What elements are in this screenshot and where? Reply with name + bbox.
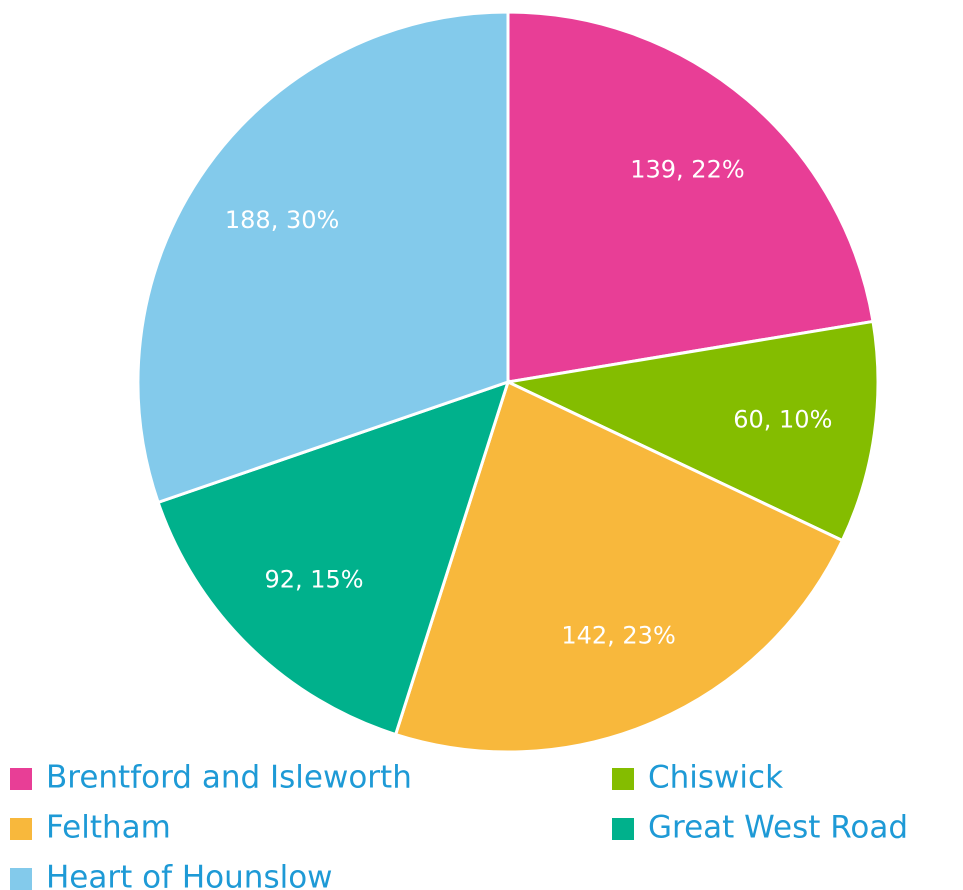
pie-slice xyxy=(503,319,880,543)
pie-slice xyxy=(393,379,845,754)
legend-swatch xyxy=(612,768,634,790)
legend-label: Feltham xyxy=(46,810,171,846)
legend-label: Chiswick xyxy=(648,760,783,796)
legend-swatch xyxy=(10,868,32,890)
pie-slice xyxy=(156,379,511,737)
legend-label: Brentford and Isleworth xyxy=(46,760,412,796)
legend-swatch xyxy=(612,818,634,840)
pie-slice xyxy=(136,10,510,505)
legend-swatch xyxy=(10,818,32,840)
value-label: 142, 23% xyxy=(561,622,675,650)
value-label: 60, 10% xyxy=(733,405,832,433)
legend-label: Heart of Hounslow xyxy=(46,860,333,890)
legend-swatch xyxy=(10,768,32,790)
value-label: 92, 15% xyxy=(264,565,363,593)
value-label: 139, 22% xyxy=(630,155,744,183)
value-label: 188, 30% xyxy=(225,206,339,234)
legend-label: Great West Road xyxy=(648,810,908,846)
pie-slice xyxy=(506,10,875,384)
